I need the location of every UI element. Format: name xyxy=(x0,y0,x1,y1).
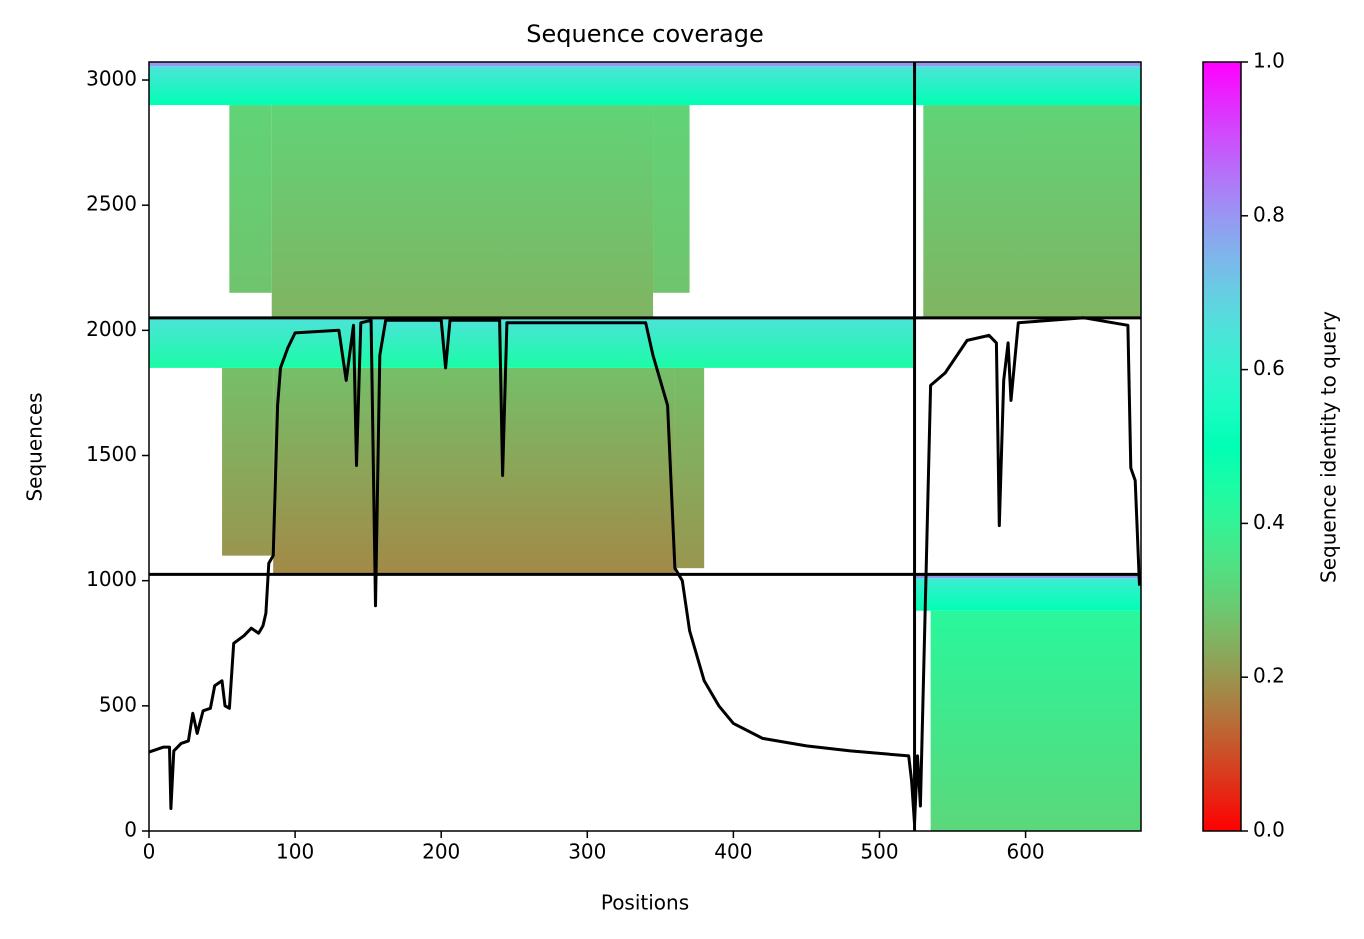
colorbar-tick-label: 0.6 xyxy=(1253,356,1285,380)
msa-block xyxy=(222,367,274,556)
chart-title: Sequence coverage xyxy=(526,20,763,48)
colorbar-tick-label: 0.2 xyxy=(1253,664,1285,688)
coverage-line xyxy=(148,316,1141,825)
msa-block xyxy=(930,610,1141,831)
msa-block xyxy=(149,62,915,67)
x-tick-label: 0 xyxy=(143,840,156,864)
msa-block xyxy=(149,66,915,106)
colorbar-tick-label: 1.0 xyxy=(1253,49,1285,73)
colorbar-label: Sequence identity to query xyxy=(1317,311,1341,583)
x-axis-label: Positions xyxy=(601,891,689,915)
y-tick-label: 2500 xyxy=(86,192,137,216)
y-axis-label: Sequences xyxy=(23,392,47,501)
x-tick-label: 300 xyxy=(568,840,606,864)
msa-block xyxy=(229,105,272,293)
y-tick-label: 1000 xyxy=(86,567,137,591)
colorbar-tick-label: 0.4 xyxy=(1253,510,1285,534)
colorbar xyxy=(1202,61,1242,832)
msa-block xyxy=(273,367,675,575)
msa-block xyxy=(914,62,1141,67)
colorbar-tick-label: 0.8 xyxy=(1253,202,1285,226)
x-tick-label: 100 xyxy=(276,840,314,864)
y-tick-label: 500 xyxy=(99,692,137,716)
colorbar-tick-label: 0.0 xyxy=(1253,818,1285,842)
y-tick-label: 3000 xyxy=(86,67,137,91)
msa-block xyxy=(653,105,690,293)
msa-block xyxy=(923,105,1141,318)
msa-block xyxy=(914,574,1141,579)
msa-block xyxy=(674,367,705,569)
y-tick-label: 0 xyxy=(124,818,137,842)
plot-frame xyxy=(148,61,1142,832)
msa-block xyxy=(149,317,915,368)
y-tick-label: 2000 xyxy=(86,317,137,341)
msa-block xyxy=(914,578,1141,611)
x-tick-label: 500 xyxy=(860,840,898,864)
x-tick-label: 400 xyxy=(714,840,752,864)
msa-block xyxy=(271,105,654,318)
x-tick-label: 600 xyxy=(1006,840,1044,864)
y-tick-label: 1500 xyxy=(86,442,137,466)
x-tick-label: 200 xyxy=(422,840,460,864)
msa-block xyxy=(914,66,1141,106)
